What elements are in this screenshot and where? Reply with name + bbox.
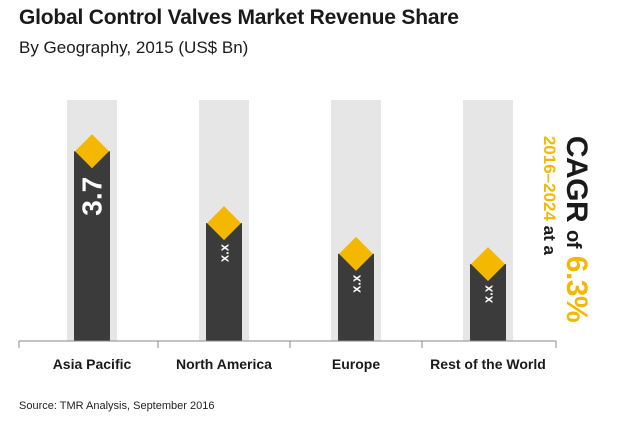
category-label: Europe: [332, 356, 380, 372]
bar-marker: [207, 206, 241, 241]
cagr-word: CAGR: [560, 135, 593, 223]
cagr-rate: 6.3%: [560, 255, 593, 323]
cagr-at-a: at a: [540, 225, 559, 255]
category-label: North America: [176, 356, 272, 372]
cagr-period: 2016–2024: [540, 135, 559, 221]
bar-marker: [471, 247, 505, 282]
cagr-text: CAGR of 6.3% 2016–2024 at a: [540, 135, 593, 323]
cagr-callout: CAGR of 6.3% 2016–2024 at a: [526, 102, 606, 357]
bar: [206, 223, 242, 341]
category-label: Rest of the World: [430, 356, 546, 372]
bar-marker: [75, 134, 109, 169]
cagr-of: of: [562, 230, 584, 248]
data-label: x.x: [349, 274, 364, 293]
data-label: x.x: [481, 284, 496, 303]
bar: [74, 151, 110, 341]
data-label: x.x: [217, 243, 232, 262]
bar-marker: [339, 236, 373, 271]
chart-subtitle: By Geography, 2015 (US$ Bn): [19, 38, 249, 57]
data-label: 3.7: [77, 177, 108, 216]
source-note: Source: TMR Analysis, September 2016: [19, 400, 215, 412]
category-label: Asia Pacific: [53, 356, 132, 372]
chart-title: Global Control Valves Market Revenue Sha…: [19, 6, 459, 29]
